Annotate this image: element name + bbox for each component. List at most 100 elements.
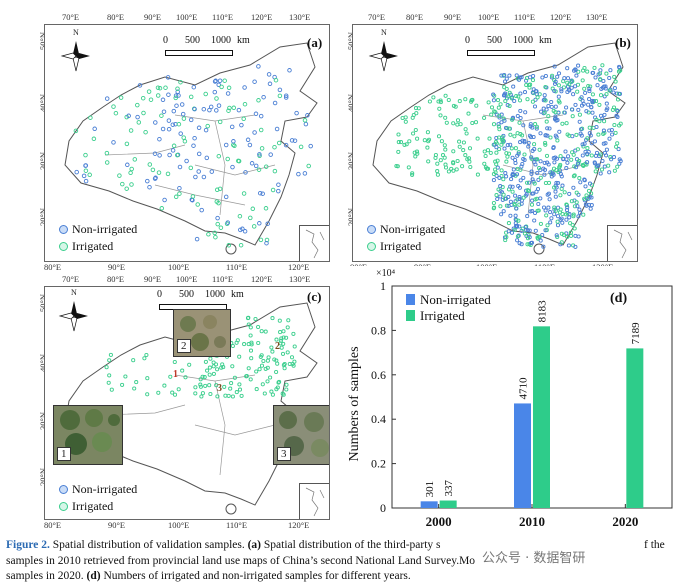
sample-dot xyxy=(551,108,556,113)
sample-dot xyxy=(586,188,592,193)
sample-dot xyxy=(275,385,280,390)
sample-dot xyxy=(576,234,581,239)
sample-dot xyxy=(283,95,289,100)
sample-dot xyxy=(601,141,606,146)
sample-dot xyxy=(248,377,253,382)
sample-dot xyxy=(607,136,612,141)
sample-dot xyxy=(257,221,262,226)
sample-dot xyxy=(159,206,165,211)
sample-dot xyxy=(508,184,513,189)
sample-dot xyxy=(567,133,572,138)
sample-dot xyxy=(265,221,270,226)
sample-dot xyxy=(501,116,506,121)
sample-dot xyxy=(259,146,265,151)
sample-dot xyxy=(617,157,622,162)
sample-dot xyxy=(184,158,189,164)
sample-dot xyxy=(592,65,597,70)
sample-dot xyxy=(586,102,591,107)
sample-dot xyxy=(502,73,507,78)
sample-dot xyxy=(279,345,284,350)
sample-dot xyxy=(244,374,249,379)
sample-dot xyxy=(155,85,161,90)
sample-dot xyxy=(532,210,538,216)
sample-dot xyxy=(497,115,502,120)
sample-dot xyxy=(209,169,215,174)
sample-dot xyxy=(555,214,561,219)
sample-dot xyxy=(451,160,456,165)
sample-dot xyxy=(443,162,448,167)
sample-dot xyxy=(496,105,501,110)
sample-dot xyxy=(493,139,499,144)
sample-dot xyxy=(231,105,237,111)
sample-dot xyxy=(272,357,277,362)
sample-dot xyxy=(532,218,537,223)
sample-dot xyxy=(222,384,227,389)
sample-dot xyxy=(526,82,531,88)
sample-dot xyxy=(215,394,220,399)
sample-dot xyxy=(600,85,605,90)
sample-dot xyxy=(252,79,257,84)
sample-dot xyxy=(410,115,415,120)
sample-dot xyxy=(264,240,269,246)
sample-dot xyxy=(87,172,92,178)
sample-dot xyxy=(577,207,582,212)
sample-dot xyxy=(594,124,599,130)
scale-bar: 0 500 1000 km xyxy=(465,35,555,59)
sample-dot xyxy=(225,156,230,162)
sample-dot xyxy=(550,73,555,78)
sample-dot xyxy=(431,95,436,100)
x-tick-label: 2010 xyxy=(519,514,545,529)
sample-dot xyxy=(443,93,448,98)
sample-dot xyxy=(232,375,237,380)
sample-dot xyxy=(516,183,521,189)
sample-dot xyxy=(502,85,507,90)
sample-dot xyxy=(574,190,579,195)
sample-dot xyxy=(236,107,242,113)
sample-dot xyxy=(577,112,582,117)
sample-dot xyxy=(565,205,570,210)
sample-dot xyxy=(187,362,192,367)
sample-dot xyxy=(145,376,150,381)
sample-dot xyxy=(269,345,274,350)
sample-dot xyxy=(587,87,592,92)
sample-dot xyxy=(276,188,281,194)
sample-dot xyxy=(548,170,553,175)
sample-dot xyxy=(511,167,516,172)
sample-dot xyxy=(537,166,542,171)
sample-dot xyxy=(306,163,311,169)
sample-dot xyxy=(467,146,473,151)
sample-dot xyxy=(74,169,79,175)
sample-dot xyxy=(543,208,548,213)
lon-tick: 90°E xyxy=(444,12,462,22)
sample-dot xyxy=(216,103,222,108)
sample-dot xyxy=(163,85,168,90)
sample-dot xyxy=(575,161,580,166)
sample-dot xyxy=(406,165,411,170)
sample-dot xyxy=(512,134,517,139)
sample-dot xyxy=(135,102,140,108)
lon-tick: 130°E xyxy=(289,274,311,284)
sample-dot xyxy=(253,316,258,322)
sample-dot xyxy=(291,363,296,368)
sample-dot xyxy=(594,99,599,104)
sample-dot xyxy=(223,142,229,148)
sample-dot xyxy=(546,205,551,210)
sample-dot xyxy=(497,113,502,118)
sample-dot xyxy=(515,238,520,243)
sample-dot xyxy=(561,85,566,90)
sample-dot xyxy=(415,151,420,156)
sample-dot xyxy=(509,230,515,235)
sample-dot xyxy=(602,164,607,169)
sample-dot xyxy=(433,155,438,160)
sample-dot xyxy=(616,147,621,152)
sample-dot xyxy=(250,206,256,212)
sample-dot xyxy=(610,132,615,137)
sample-dot xyxy=(538,131,543,136)
sample-dot xyxy=(556,71,562,76)
sample-dot xyxy=(549,99,554,105)
sample-dot xyxy=(272,144,277,150)
sample-dot xyxy=(590,100,595,105)
satellite-photo-1: 1 xyxy=(53,405,123,465)
sample-dot xyxy=(285,350,290,355)
sample-dot xyxy=(482,115,487,120)
